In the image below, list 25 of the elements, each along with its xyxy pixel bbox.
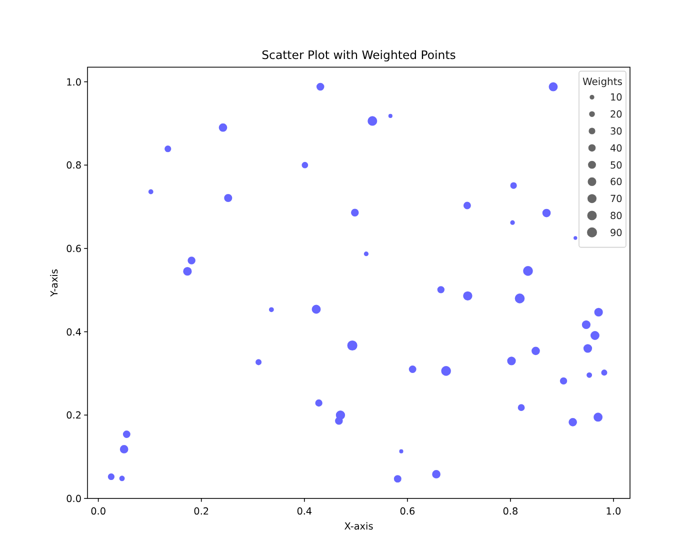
legend-label: 20 xyxy=(610,110,622,121)
x-tick-label: 0.4 xyxy=(296,506,312,518)
y-tick-label: 1.0 xyxy=(66,77,82,88)
legend-label: 70 xyxy=(610,194,622,206)
x-axis-title: X-axis xyxy=(344,521,374,532)
y-tick-label: 0.4 xyxy=(66,327,82,338)
legend-label: 50 xyxy=(610,160,622,172)
y-axis-title: Y-axis xyxy=(50,268,60,298)
legend-title: Weights xyxy=(582,77,623,88)
x-tick-label: 0.8 xyxy=(502,506,518,518)
legend-label: 90 xyxy=(610,228,622,239)
legend-label: 40 xyxy=(610,143,622,154)
legend-label: 60 xyxy=(610,177,622,188)
x-tick-label: 0.0 xyxy=(90,506,106,518)
y-tick-label: 0.6 xyxy=(66,244,82,255)
y-tick-label: 0.0 xyxy=(66,494,82,505)
legend-label: 30 xyxy=(610,126,622,138)
x-tick-label: 0.6 xyxy=(400,506,416,518)
chart-title: Scatter Plot with Weighted Points xyxy=(262,48,456,62)
legend-label: 10 xyxy=(610,92,622,104)
legend-label: 80 xyxy=(610,211,622,222)
x-tick-label: 1.0 xyxy=(606,506,622,518)
y-tick-label: 0.8 xyxy=(66,160,82,172)
y-tick-label: 0.2 xyxy=(66,410,82,422)
x-tick-label: 0.2 xyxy=(194,506,210,518)
